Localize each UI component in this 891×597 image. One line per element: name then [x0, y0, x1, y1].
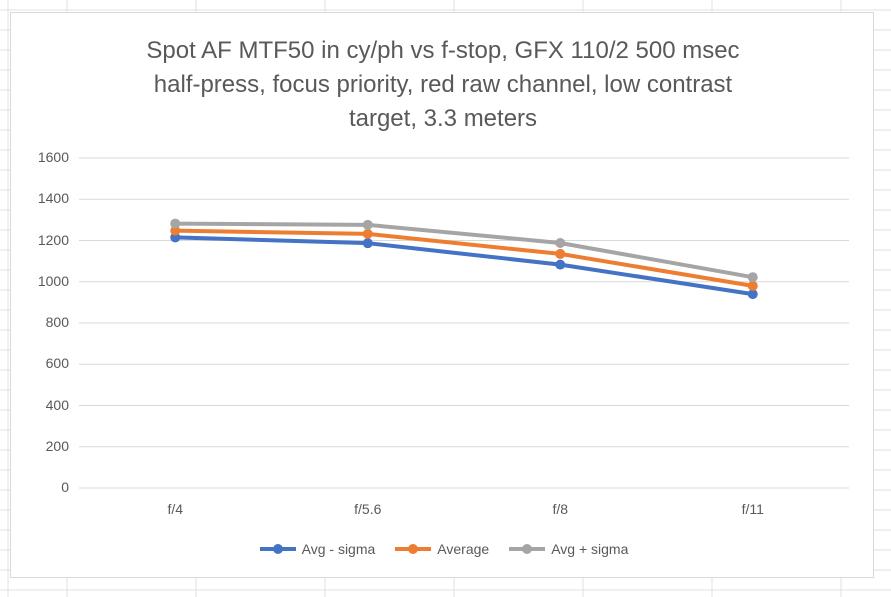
y-tick-label: 1200	[37, 231, 69, 248]
y-tick-label: 400	[45, 396, 69, 413]
legend-swatch	[509, 544, 546, 554]
plot-area	[79, 157, 849, 489]
series-line-1[interactable]	[175, 228, 754, 288]
legend-swatch	[395, 544, 432, 554]
legend-swatch	[259, 544, 296, 554]
data-point[interactable]	[170, 218, 181, 229]
y-tick-label: 0	[61, 479, 69, 495]
legend-item[interactable]: Average	[393, 541, 489, 557]
legend-label: Avg + sigma	[551, 541, 629, 557]
chart-area[interactable]: Spot AF MTF50 in cy/ph vs f-stop, GFX 11…	[10, 12, 874, 578]
y-tick-label: 1400	[37, 190, 69, 207]
x-tick-label: f/5.6	[354, 501, 382, 517]
data-point[interactable]	[747, 272, 758, 283]
chart-title-line-3: target, 3.3 meters	[348, 105, 538, 132]
legend-item[interactable]: Avg - sigma	[258, 541, 376, 557]
data-point[interactable]	[555, 237, 566, 248]
x-tick-label: f/11	[741, 501, 764, 517]
chart-title-line-1: Spot AF MTF50 in cy/ph vs f-stop, GFX 11…	[146, 37, 740, 64]
y-tick-label: 1000	[37, 272, 69, 289]
legend-label: Avg - sigma	[301, 541, 376, 557]
legend: Avg - sigma Average Avg + sigma	[11, 541, 875, 557]
legend-swatch-marker	[522, 544, 533, 554]
data-point[interactable]	[747, 280, 758, 291]
y-tick-label: 800	[45, 314, 69, 330]
legend-label: Average	[437, 541, 490, 557]
legend-swatch-marker	[408, 544, 419, 554]
y-tick-label: 1600	[37, 149, 69, 165]
data-point[interactable]	[747, 289, 758, 300]
legend-swatch-marker	[272, 544, 283, 554]
series-line-0[interactable]	[175, 235, 754, 297]
y-tick-label: 200	[45, 437, 69, 454]
chart-title-line-2: half-press, focus priority, red raw chan…	[153, 71, 733, 98]
series-line-2[interactable]	[175, 221, 754, 280]
legend-item[interactable]: Avg + sigma	[507, 541, 628, 557]
y-tick-label: 600	[45, 355, 69, 372]
data-point[interactable]	[362, 238, 373, 249]
x-tick-label: f/4	[167, 501, 184, 517]
data-point[interactable]	[170, 225, 181, 236]
data-point[interactable]	[362, 219, 373, 230]
data-point[interactable]	[555, 259, 566, 270]
data-point[interactable]	[362, 228, 373, 239]
x-tick-label: f/8	[552, 501, 569, 517]
data-point[interactable]	[555, 248, 566, 259]
